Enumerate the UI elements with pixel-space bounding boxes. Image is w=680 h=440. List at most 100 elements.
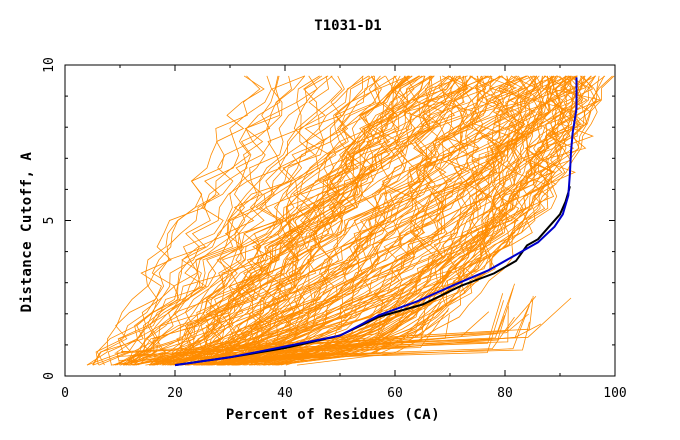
model-curve: [142, 307, 450, 358]
chart-title: T1031-D1: [314, 18, 381, 34]
model-curve: [175, 75, 461, 366]
y-axis-label: Distance Cutoff, A: [19, 152, 35, 313]
x-tick-label: 100: [603, 386, 626, 401]
model-curve: [107, 75, 306, 366]
model-curve: [132, 75, 421, 366]
model-curve: [151, 75, 518, 366]
model-curve: [198, 75, 518, 366]
model-curve: [153, 75, 473, 366]
model-curve: [146, 296, 537, 356]
model-curve: [116, 75, 272, 366]
model-curve: [130, 75, 281, 366]
model-curve: [234, 310, 449, 357]
model-curve: [211, 75, 435, 366]
model-curve: [120, 75, 279, 366]
model-curve: [92, 75, 265, 366]
model-curve: [179, 75, 451, 366]
model-curve: [197, 75, 606, 366]
y-axis-ticks: 0 5 10: [42, 57, 615, 380]
model-curve: [187, 75, 536, 366]
model-curve: [170, 75, 509, 366]
model-curve: [152, 75, 449, 366]
model-curve: [161, 75, 401, 366]
model-curve: [224, 75, 500, 366]
model-curve: [232, 301, 442, 357]
model-curve: [211, 75, 558, 366]
model-curve: [181, 75, 537, 366]
model-curve: [272, 75, 557, 366]
model-curve: [123, 75, 495, 366]
model-curve: [86, 75, 364, 366]
model-curve: [116, 284, 407, 357]
model-curve: [195, 75, 615, 366]
y-tick-label: 0: [42, 372, 57, 380]
highlight-series-group: [174, 77, 578, 367]
model-curve: [124, 75, 378, 366]
model-curve: [141, 283, 515, 355]
model-curve: [277, 75, 572, 366]
model-series-group: [86, 75, 615, 366]
model-curve: [181, 75, 394, 366]
x-tick-label: 0: [61, 386, 69, 401]
model-curve: [235, 75, 471, 366]
model-curve: [200, 75, 405, 366]
model-curve: [213, 75, 472, 366]
model-curve: [207, 75, 512, 366]
model-curve: [235, 75, 421, 366]
highlight-series-line-2: [174, 77, 578, 367]
model-curve: [189, 315, 505, 359]
model-curve: [226, 305, 530, 363]
x-axis-ticks: 0 20 40 60 80 100: [61, 65, 627, 401]
model-curve: [135, 75, 477, 366]
model-curve: [130, 293, 504, 357]
model-curve: [235, 75, 462, 366]
model-curve: [220, 75, 567, 366]
model-curve: [209, 75, 424, 366]
model-curve: [264, 75, 594, 366]
model-curve: [126, 75, 466, 366]
model-curve: [114, 313, 529, 354]
model-curve: [92, 75, 406, 366]
model-curve: [220, 75, 502, 366]
model-curve: [172, 297, 572, 354]
model-curve: [195, 75, 534, 366]
model-curve: [96, 75, 292, 366]
model-curve: [147, 316, 515, 362]
model-curve: [132, 75, 468, 366]
model-curve: [200, 75, 537, 366]
x-tick-label: 60: [387, 386, 403, 401]
model-curve: [216, 75, 433, 366]
model-curve: [209, 75, 583, 366]
model-curve: [244, 298, 533, 362]
y-tick-label: 10: [42, 57, 57, 73]
y-tick-label: 5: [42, 217, 57, 225]
model-curve: [205, 287, 514, 362]
model-curve: [123, 75, 323, 366]
model-curve: [242, 75, 397, 366]
x-tick-label: 80: [497, 386, 513, 401]
x-axis-label: Percent of Residues (CA): [226, 407, 440, 423]
model-curve: [193, 75, 330, 366]
model-curve: [130, 75, 461, 366]
model-curve: [122, 295, 534, 353]
model-curve: [159, 75, 320, 366]
model-curve: [119, 75, 484, 366]
model-curve: [95, 75, 318, 366]
model-curve: [112, 75, 364, 366]
model-curve: [189, 299, 384, 354]
model-curve: [256, 75, 554, 366]
model-curve: [251, 75, 487, 366]
model-curve: [149, 300, 504, 363]
model-curve: [185, 75, 514, 366]
model-curve: [216, 75, 596, 366]
x-tick-label: 20: [167, 386, 183, 401]
model-curve: [185, 75, 543, 366]
model-curve: [217, 75, 578, 366]
x-tick-label: 40: [277, 386, 293, 401]
model-curve: [232, 75, 555, 366]
model-curve: [238, 75, 489, 366]
model-curve: [244, 75, 555, 366]
model-curve: [129, 75, 532, 366]
model-curve: [171, 75, 345, 366]
